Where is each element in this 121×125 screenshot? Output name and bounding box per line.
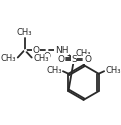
Text: O: O xyxy=(44,52,51,60)
Text: O: O xyxy=(33,46,40,54)
Text: CH₃: CH₃ xyxy=(0,54,16,63)
Text: S: S xyxy=(71,54,77,64)
Text: NH: NH xyxy=(55,46,68,54)
Text: CH₃: CH₃ xyxy=(34,54,49,63)
Text: CH₃: CH₃ xyxy=(17,28,32,37)
Text: CH₃: CH₃ xyxy=(105,66,121,75)
Text: O: O xyxy=(57,54,64,64)
Text: CH₃: CH₃ xyxy=(46,66,62,75)
Text: O: O xyxy=(84,54,91,64)
Text: CH₃: CH₃ xyxy=(76,48,91,58)
